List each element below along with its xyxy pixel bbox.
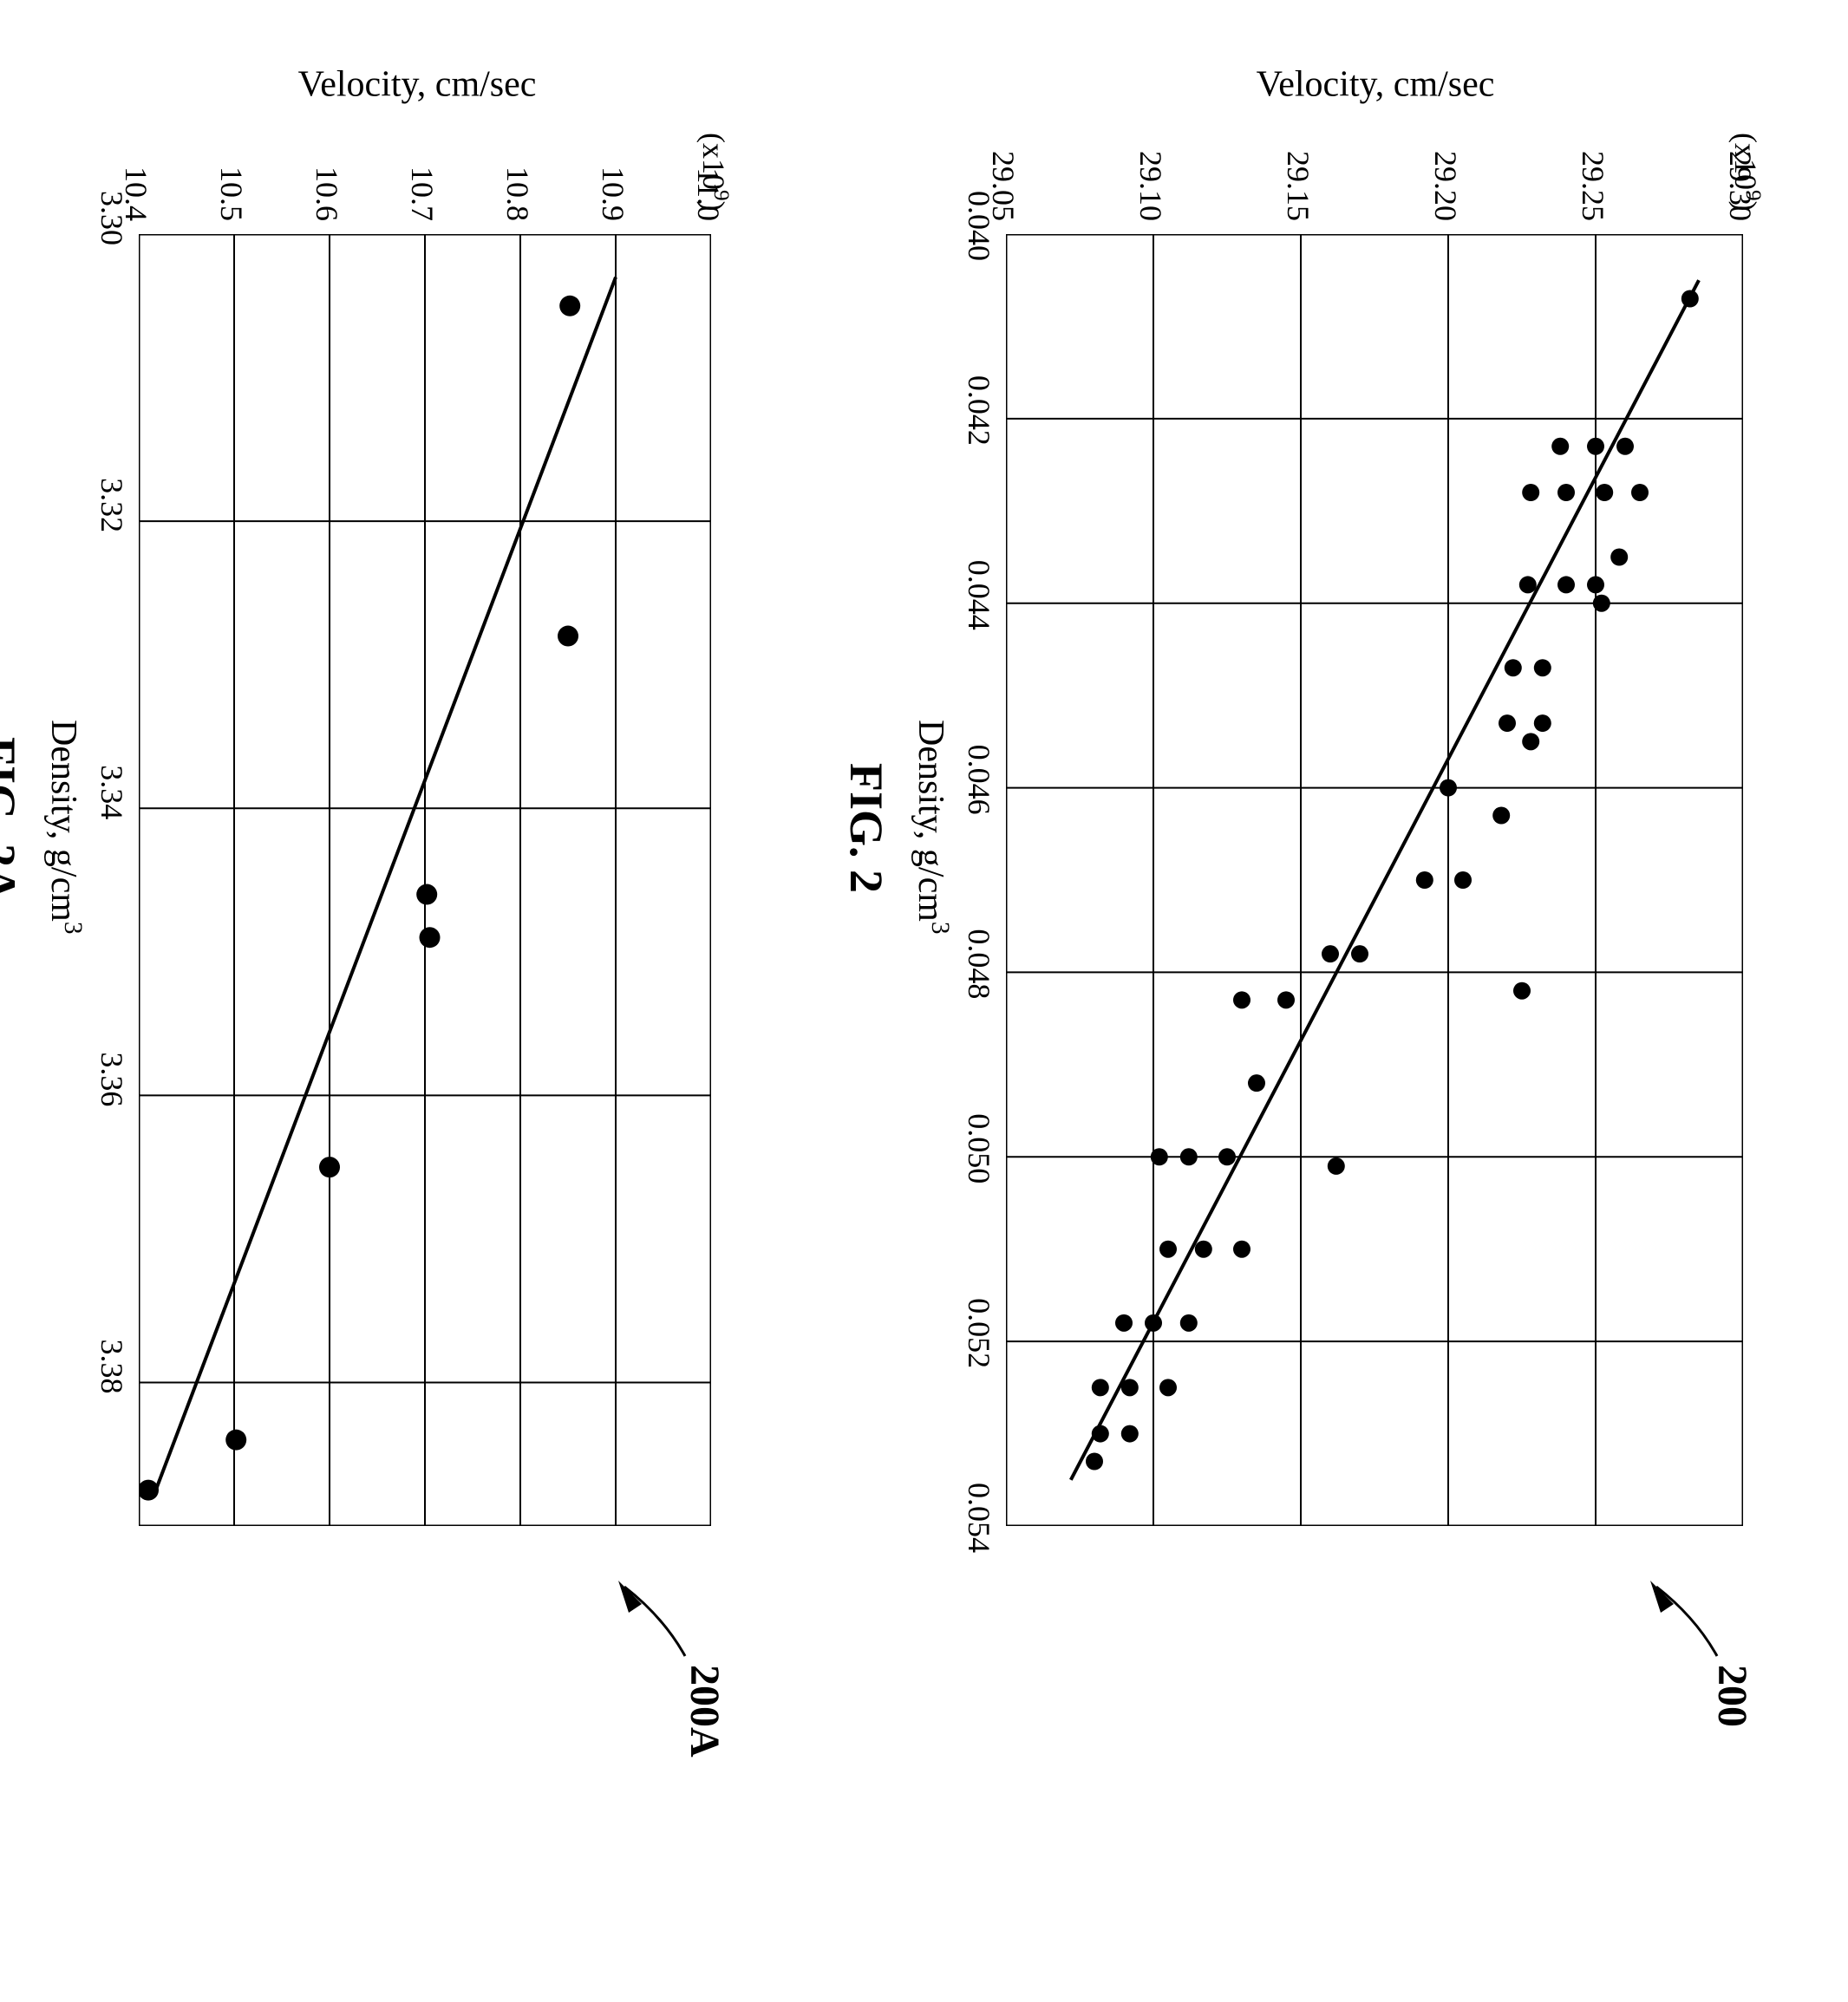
bottom-x-label: Density, g/cm3: [42, 720, 87, 935]
y-tick-label: 29.05: [985, 134, 1022, 221]
figure-2: [1006, 234, 1743, 1526]
chart-bottom-svg: [139, 234, 711, 1526]
x-tick-label: 3.38: [94, 1339, 130, 1393]
x-tick-label: 3.36: [94, 1052, 130, 1106]
figure-2a: [139, 234, 711, 1526]
fig-2a-caption: FIG. 2A: [0, 737, 26, 901]
top-x-label: Density, g/cm3: [910, 720, 954, 935]
bottom-y-label: Velocity, cm/sec: [298, 63, 537, 105]
y-tick-label: 10.6: [309, 134, 345, 221]
x-tick-label: 0.042: [961, 375, 997, 446]
x-tick-label: 3.34: [94, 765, 130, 819]
top-y-label: Velocity, cm/sec: [1257, 63, 1495, 105]
x-tick-label: 3.32: [94, 478, 130, 532]
page-root: (x109) Velocity, cm/sec Density, g/cm3 F…: [0, 0, 1847, 1848]
y-tick-label: 29.15: [1280, 134, 1316, 221]
callout-200a-label: 200A: [681, 1665, 728, 1757]
y-tick-label: 29.30: [1722, 134, 1759, 221]
callout-200-label: 200: [1708, 1665, 1756, 1727]
y-tick-label: 10.9: [595, 134, 631, 221]
x-tick-label: 0.050: [961, 1113, 997, 1184]
y-tick-label: 29.20: [1427, 134, 1464, 221]
y-tick-label: 10.4: [118, 134, 154, 221]
chart-top-svg: [1006, 234, 1743, 1526]
y-tick-label: 10.7: [404, 134, 441, 221]
y-tick-label: 29.25: [1575, 134, 1611, 221]
y-tick-label: 10.5: [213, 134, 250, 221]
y-tick-label: 11.0: [690, 134, 727, 221]
fig-2-caption: FIG. 2: [839, 763, 893, 893]
x-tick-label: 0.046: [961, 745, 997, 815]
x-tick-label: 0.044: [961, 560, 997, 630]
y-tick-label: 29.10: [1133, 134, 1169, 221]
x-tick-label: 0.052: [961, 1298, 997, 1368]
y-tick-label: 10.8: [500, 134, 536, 221]
x-tick-label: 0.048: [961, 929, 997, 999]
x-tick-label: 0.054: [961, 1483, 997, 1553]
